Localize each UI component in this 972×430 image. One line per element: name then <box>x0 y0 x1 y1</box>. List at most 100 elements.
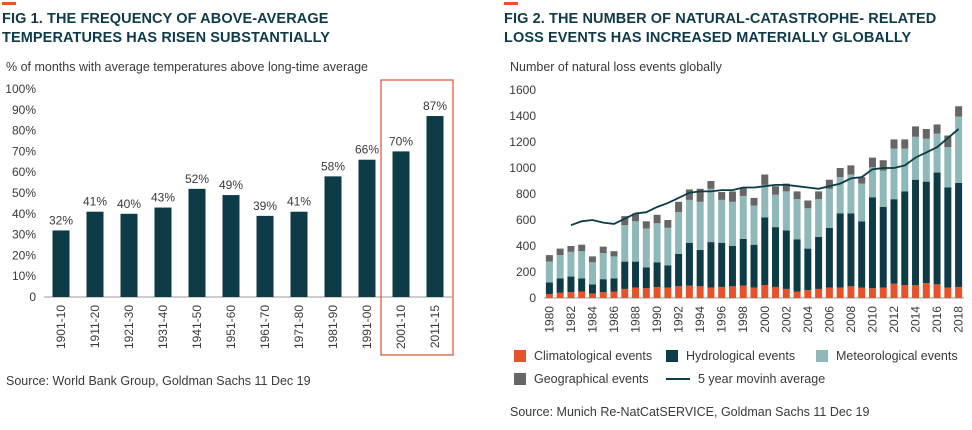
bar-segment <box>599 253 607 280</box>
bar-segment <box>588 284 596 294</box>
bar-segment <box>610 278 618 292</box>
bar-segment <box>836 168 844 178</box>
bar-segment <box>653 286 661 298</box>
bar-segment <box>696 286 704 298</box>
bar-segment <box>750 287 758 298</box>
legend-swatch <box>514 350 526 362</box>
bar-segment <box>912 285 920 298</box>
bar-data-label: 41% <box>83 195 107 209</box>
bar <box>222 195 240 297</box>
x-tick-label: 2012 <box>887 306 901 333</box>
bar-segment <box>847 213 855 287</box>
highlight-box <box>380 79 454 356</box>
bar-segment <box>718 286 726 298</box>
bar-segment <box>879 170 887 207</box>
legend-swatch <box>666 350 678 362</box>
x-tick-label: 1986 <box>607 306 621 333</box>
bar-segment <box>912 179 920 285</box>
bar-segment <box>815 199 823 237</box>
bar-segment <box>653 223 661 263</box>
y-tick-label: 1400 <box>509 109 536 123</box>
bar-segment <box>912 126 920 137</box>
bar-data-label: 52% <box>185 172 209 186</box>
bar-segment <box>685 242 693 286</box>
bar-data-label: 49% <box>219 178 243 192</box>
bar-segment <box>718 242 726 287</box>
bar-segment <box>728 246 736 287</box>
bar-segment <box>696 201 704 250</box>
bar-segment <box>804 290 812 298</box>
bar-segment <box>556 255 564 279</box>
bar-segment <box>901 148 909 192</box>
x-tick-label: 2016 <box>930 306 944 333</box>
bar-segment <box>621 216 629 226</box>
bar-segment <box>599 279 607 293</box>
x-tick-label: 2011-15 <box>428 305 442 348</box>
bar-segment <box>545 294 553 298</box>
x-tick-label: 2002 <box>779 306 793 333</box>
y-tick-label: 20% <box>12 248 36 262</box>
y-tick-label: 0 <box>529 291 536 305</box>
bar-segment <box>599 246 607 254</box>
bar-segment <box>933 284 941 298</box>
bar-data-label: 40% <box>117 197 141 211</box>
bar-segment <box>610 256 618 279</box>
moving-average-line <box>570 128 960 227</box>
bar-segment <box>642 228 650 268</box>
fig1-panel: FIG 1. THE FREQUENCY OF ABOVE-AVERAGE TE… <box>0 0 470 430</box>
fig1-title: FIG 1. THE FREQUENCY OF ABOVE-AVERAGE TE… <box>2 11 330 46</box>
bar-segment <box>739 285 747 298</box>
bar-segment <box>933 172 941 285</box>
bar-segment <box>901 139 909 149</box>
legend-item-geographical: Geographical events <box>514 372 649 386</box>
bar <box>290 211 308 297</box>
bar-segment <box>804 248 812 291</box>
bar-segment <box>772 227 780 287</box>
legend-item-meteorological: Meteorological events <box>816 349 958 363</box>
bar-segment <box>955 286 963 298</box>
bar-data-label: 66% <box>355 143 379 157</box>
bar-segment <box>890 199 898 284</box>
legend-swatch <box>514 373 526 385</box>
bar-segment <box>879 160 887 171</box>
y-tick-label: 50% <box>12 186 36 200</box>
bar-segment <box>836 287 844 298</box>
legend-item-hydrological: Hydrological events <box>666 349 795 363</box>
legend-label: Meteorological events <box>836 349 958 363</box>
bar-segment <box>599 292 607 298</box>
bar-segment <box>890 283 898 298</box>
bar-segment <box>578 251 586 279</box>
x-tick-label: 2004 <box>801 306 815 333</box>
y-tick-label: 800 <box>516 187 536 201</box>
x-tick-label: 2006 <box>822 306 836 333</box>
bar-segment <box>793 239 801 292</box>
legend-swatch <box>816 350 828 362</box>
bar-segment <box>578 291 586 298</box>
bar-segment <box>955 106 963 117</box>
bar-segment <box>858 183 866 222</box>
bar-segment <box>707 242 715 288</box>
x-tick-label: 1982 <box>564 306 578 333</box>
bar-data-label: 58% <box>321 159 345 173</box>
x-tick-label: 1961-70 <box>258 305 272 349</box>
bar-segment <box>847 286 855 298</box>
legend-label: Climatological events <box>534 349 653 363</box>
y-tick-label: 70% <box>12 144 36 158</box>
bar-segment <box>696 249 704 287</box>
bar-segment <box>718 192 726 200</box>
bar-segment <box>955 116 963 183</box>
y-tick-label: 30% <box>12 228 36 242</box>
bar-segment <box>933 124 941 134</box>
bar-segment <box>718 199 726 243</box>
bar-segment <box>922 283 930 298</box>
bar-segment <box>782 191 790 231</box>
bar-segment <box>588 262 596 285</box>
bar-segment <box>761 217 769 285</box>
bar-segment <box>793 199 801 240</box>
bar-segment <box>825 227 833 288</box>
bar <box>120 213 138 297</box>
bar <box>392 151 410 297</box>
bar <box>154 207 172 297</box>
bar-segment <box>815 288 823 298</box>
legend-item-moving-average: 5 year movinh average <box>666 372 825 386</box>
